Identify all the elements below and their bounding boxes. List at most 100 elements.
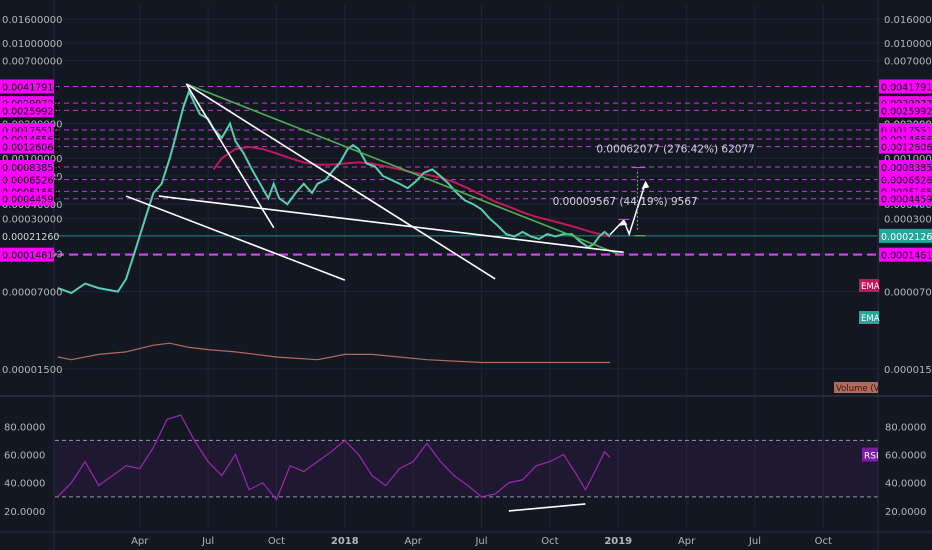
volume-line <box>57 342 610 364</box>
current-price-box-left <box>0 228 54 243</box>
level-label-right: 0.00417914 <box>881 83 932 94</box>
level-label-right: 0.00065262 <box>881 176 932 187</box>
projection-label: 0.00009567 (44.19%) 9567 <box>553 196 698 208</box>
price-tick-label-left: 0.01600000 <box>2 15 62 26</box>
rsi-tick-label-right: 40.0000 <box>885 479 926 490</box>
projection-arrow <box>609 181 647 237</box>
ema-fast-line <box>57 88 611 295</box>
level-label-box-left <box>0 160 54 175</box>
price-tick-label-right: 0.00001500 <box>884 365 932 376</box>
ema-slow-badge <box>859 279 879 292</box>
trendline <box>158 195 624 254</box>
current-price-box-right <box>879 228 932 243</box>
level-label-left: 0.00417914 <box>2 83 59 94</box>
rsi-tick-label-left: 60.0000 <box>4 451 45 462</box>
level-label-box-right <box>879 103 932 118</box>
projection-arrowhead <box>619 218 628 226</box>
level-label-left: 0.00126068 <box>2 143 59 154</box>
price-line <box>57 90 611 294</box>
annotations: 0.00062077 (276.42%) 62077 0.00009567 (44… <box>553 144 755 237</box>
time-tick-label: Oct <box>268 536 285 547</box>
time-tick-label: Apr <box>678 536 696 547</box>
price-tick-label-right: 0.00100000 <box>884 154 932 165</box>
price-tick-label-right: 0.01600000 <box>884 15 932 26</box>
time-tick-label: Apr <box>405 536 423 547</box>
rsi-line <box>57 414 611 501</box>
price-tick-label-left: 0.00030000 <box>2 215 62 226</box>
time-tick-label: Apr <box>131 536 149 547</box>
level-label-left: 0.00083855 <box>2 163 59 174</box>
price-tick-label-left: 0.00007000 <box>2 288 62 299</box>
time-tick-label: 2018 <box>331 536 359 547</box>
rsi-name-badge <box>862 447 878 462</box>
level-label-right: 0.00259929 <box>881 106 932 117</box>
level-label-right: 0.00175510 <box>881 126 932 137</box>
rsi-tick-label-right: 80.0000 <box>885 422 926 433</box>
level-label-box-left <box>0 247 54 262</box>
time-tick-label: Oct <box>541 536 558 547</box>
trendline <box>125 195 346 281</box>
time-tick-label: Jul <box>748 536 761 547</box>
price-tick-label-left: 0.00700000 <box>2 57 62 68</box>
ema-fast-label: EMA <box>861 314 880 324</box>
rsi-tick-label-left: 20.0000 <box>4 507 45 518</box>
price-tick-label-left: 0.00100000 <box>2 154 62 165</box>
trendlines <box>125 83 624 281</box>
projection-label: 0.00062077 (276.42%) 62077 <box>596 144 754 156</box>
volume-series <box>57 342 610 364</box>
level-label-box-left <box>0 139 54 154</box>
price-tick-label-right: 0.00030000 <box>884 215 932 226</box>
level-label-box-left <box>0 191 54 206</box>
level-label-right: 0.00044596 <box>881 195 932 206</box>
level-lines <box>55 86 878 256</box>
volume-badge <box>834 382 878 393</box>
level-label-right: 0.00014612 <box>881 251 932 262</box>
price-tick-label-left: 0.01000000 <box>2 39 62 50</box>
level-label-box-right <box>879 139 932 154</box>
volume-label: Volume (V <box>836 384 880 394</box>
level-label-box-right <box>879 191 932 206</box>
price-tick-label-right: 0.00700000 <box>884 57 932 68</box>
trendline <box>185 83 619 255</box>
level-label-right: 0.00083855 <box>881 163 932 174</box>
level-label-box-right <box>879 79 932 94</box>
level-label-box-right <box>879 247 932 262</box>
current-price-label-right: 0.00021260 <box>881 232 932 243</box>
rsi-divergence-line <box>508 503 586 512</box>
level-label-box-right <box>879 160 932 175</box>
level-label-box-left <box>0 79 54 94</box>
rsi-tick-label-left: 40.0000 <box>4 479 45 490</box>
current-price-label-left: 0.00021260 <box>2 232 59 243</box>
level-label-box-right <box>879 172 932 187</box>
level-label-left: 0.00175510 <box>2 126 59 137</box>
time-tick-label: Jul <box>474 536 487 547</box>
rsi-tick-label-right: 60.0000 <box>885 451 926 462</box>
level-label-right: 0.00126068 <box>881 143 932 154</box>
rsi-panel[interactable] <box>55 414 878 512</box>
level-label-left: 0.00044596 <box>2 195 59 206</box>
time-tick-label: Oct <box>815 536 832 547</box>
price-tick-label-left: 0.00001500 <box>2 365 62 376</box>
trendline <box>185 83 275 229</box>
time-tick-label: Jul <box>201 536 214 547</box>
level-label-left: 0.00259929 <box>2 106 59 117</box>
trendline <box>185 83 496 280</box>
level-label-box-left <box>0 103 54 118</box>
price-labels: RSI0.004179140.004179140.002997270.00299… <box>0 79 932 462</box>
rsi-tick-label-left: 80.0000 <box>4 422 45 433</box>
grid <box>55 5 878 528</box>
time-tick-label: 2019 <box>604 536 632 547</box>
price-tick-label-right: 0.01000000 <box>884 39 932 50</box>
price-tick-label-right: 0.00007000 <box>884 288 932 299</box>
ema-fast-badge <box>859 311 879 324</box>
level-label-left: 0.00065262 <box>2 176 59 187</box>
price-series <box>57 88 611 295</box>
level-label-box-left <box>0 172 54 187</box>
rsi-tick-label-right: 20.0000 <box>885 507 926 518</box>
rsi-band-fill <box>55 440 878 497</box>
rsi-name-label: RSI <box>864 452 879 462</box>
projection-arrowhead <box>641 180 650 190</box>
ema-slow-label: EMA <box>861 282 880 292</box>
level-label-left: 0.00014612 <box>2 251 59 262</box>
